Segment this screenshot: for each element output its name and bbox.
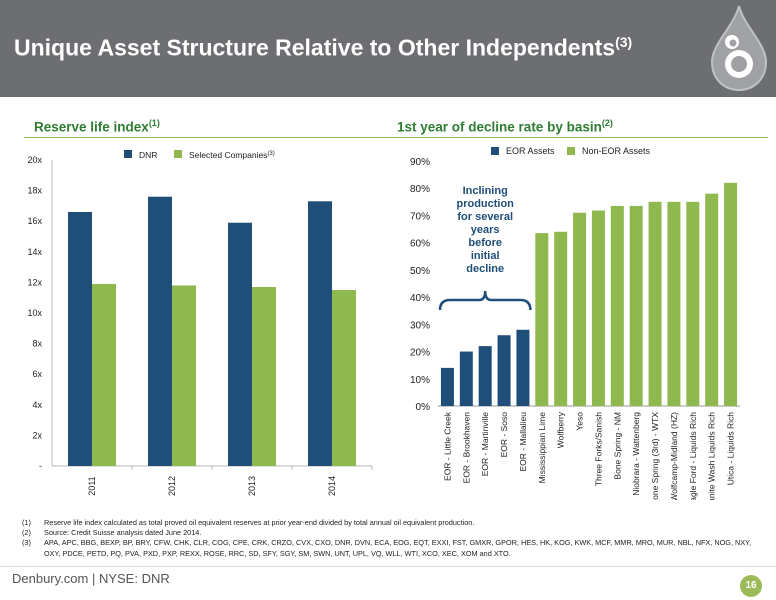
page-number: 16	[740, 575, 762, 597]
denbury-drop-logo	[710, 5, 768, 92]
bar-selected-companies	[252, 286, 276, 466]
bar-non-eor	[705, 193, 719, 406]
x-tick-label: Mississippian Lime	[537, 412, 547, 484]
bar-eor	[497, 335, 511, 406]
bar-eor	[516, 329, 530, 406]
y-tick-label: 10x	[27, 308, 42, 318]
reserve-life-title: Reserve life index(1)	[34, 118, 160, 135]
bar-eor	[440, 367, 454, 406]
y-tick-label: 40%	[410, 293, 430, 304]
x-tick-label: EOR - Soso	[499, 412, 509, 458]
footer-divider	[0, 566, 776, 567]
bar-eor	[478, 346, 492, 406]
y-tick-label: 90%	[410, 157, 430, 168]
bar-dnr	[68, 212, 92, 466]
annotation-line: Inclining	[463, 185, 508, 197]
header-bar: Unique Asset Structure Relative to Other…	[0, 0, 776, 97]
annotation-line: decline	[466, 263, 504, 275]
x-tick-label: Utica - Liquids Rich	[726, 412, 736, 485]
x-tick-label: Bone Spring - NM	[612, 412, 622, 480]
annotation-line: years	[471, 224, 500, 236]
bar-non-eor	[591, 210, 605, 406]
x-tick-label: 2013	[247, 476, 257, 496]
legend-label-non-eor: Non-EOR Assets	[582, 146, 651, 156]
x-tick-label: Eagle Ford - Liquids Rich	[688, 412, 698, 500]
x-tick-label: 2014	[327, 476, 337, 496]
bar-non-eor	[648, 201, 662, 406]
x-tick-label: EOR - Brookhaven	[461, 412, 471, 484]
x-tick-label: Wolfcamp-Midland (HZ)	[669, 412, 679, 500]
y-tick-label: 70%	[410, 211, 430, 222]
bar-dnr	[308, 201, 332, 466]
y-tick-label: 50%	[410, 266, 430, 277]
x-tick-label: Three Forks/Sanish	[593, 412, 603, 486]
legend-swatch	[124, 150, 132, 158]
y-tick-label: 14x	[27, 247, 42, 257]
annotation-line: production	[456, 198, 514, 210]
x-tick-label: Bone Spring (3rd) - WTX	[650, 412, 660, 500]
annotation-brace	[438, 290, 532, 311]
x-tick-label: Wolfberry	[556, 411, 566, 448]
legend-swatch	[174, 150, 182, 158]
x-tick-label: EOR - Little Creek	[442, 411, 452, 481]
decline-rate-title: 1st year of decline rate by basin(2)	[397, 118, 613, 135]
y-tick-label: 20x	[27, 155, 42, 165]
bar-dnr	[148, 196, 172, 466]
bar-non-eor	[686, 201, 700, 406]
y-tick-label: -	[39, 461, 42, 471]
y-tick-label: 12x	[27, 277, 42, 287]
bar-non-eor	[554, 231, 568, 406]
legend-swatch-non-eor	[567, 147, 575, 155]
y-tick-label: 6x	[32, 369, 42, 379]
bar-non-eor	[667, 201, 681, 406]
y-tick-label: 16x	[27, 216, 42, 226]
x-tick-label: Niobrara - Wattenberg	[631, 412, 641, 496]
bar-non-eor	[573, 212, 587, 406]
x-tick-label: Yeso	[575, 412, 585, 431]
footer-text: Denbury.com | NYSE: DNR	[12, 571, 170, 586]
footnote: (1) Reserve life index calculated as tota…	[22, 518, 475, 527]
legend-label: Selected Companies(3)	[189, 150, 275, 160]
bar-dnr	[228, 222, 252, 466]
bar-non-eor	[610, 205, 624, 406]
y-tick-label: 0%	[416, 402, 431, 413]
legend-label: DNR	[139, 150, 157, 160]
decline-rate-chart: 0% 10% 20% 30% 40% 50% 60% 70% 80% 90% EOR - Littl…	[410, 146, 740, 500]
bar-selected-companies	[92, 283, 116, 466]
section-divider	[24, 137, 768, 138]
annotation-line: for several	[457, 211, 513, 223]
y-tick-label: 60%	[410, 239, 430, 250]
y-tick-label: 8x	[32, 339, 42, 349]
reserve-life-chart: - 2x 4x 6x 8x 10x 12x 14x 16x 18x 20x 2011 2012 2013 2…	[27, 150, 373, 496]
y-tick-label: 80%	[410, 184, 430, 195]
page-title: Unique Asset Structure Relative to Other…	[14, 34, 633, 61]
bar-selected-companies	[332, 290, 356, 466]
y-tick-label: 2x	[32, 430, 42, 440]
annotation-line: before	[468, 237, 502, 249]
x-tick-label: Granite Wash Liquids Rich	[707, 412, 717, 500]
bar-eor	[459, 351, 473, 406]
footnote: (2) Source: Credit Suisse analysis dated …	[22, 528, 202, 538]
y-tick-label: 18x	[27, 186, 42, 196]
footnotes: (1) Reserve life index calculated as tota…	[22, 518, 762, 559]
x-tick-label: 2011	[87, 476, 97, 495]
annotation-line: initial	[471, 250, 500, 262]
legend-label-eor: EOR Assets	[506, 146, 555, 156]
y-tick-label: 20%	[410, 348, 430, 359]
bar-non-eor	[535, 233, 549, 406]
y-tick-label: 10%	[410, 375, 430, 386]
x-tick-label: EOR - Mallalieu	[518, 412, 528, 472]
footnote: (3) APA, APC, BBG, BEXP, BP, BRY, CFW, CH…	[22, 538, 752, 558]
x-tick-label: EOR - Martinville	[480, 412, 490, 477]
bar-non-eor	[629, 205, 643, 406]
legend-swatch-eor	[491, 147, 499, 155]
bar-selected-companies	[172, 285, 196, 466]
y-tick-label: 4x	[32, 400, 42, 410]
y-tick-label: 30%	[410, 320, 430, 331]
bar-non-eor	[724, 182, 738, 406]
x-tick-label: 2012	[167, 476, 177, 496]
